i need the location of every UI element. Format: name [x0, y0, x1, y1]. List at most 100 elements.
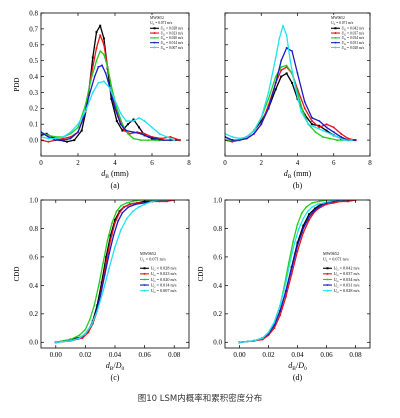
data-point [151, 126, 153, 129]
legend-entry-5: UG = 0.007 m/s [151, 288, 177, 294]
data-point [165, 135, 168, 139]
legend-marker [143, 267, 146, 270]
series-group [238, 200, 357, 344]
legend-marker [334, 27, 337, 30]
data-point [278, 37, 281, 40]
data-point [134, 203, 137, 206]
x-tick-label: 0 [223, 159, 227, 167]
data-point [87, 329, 90, 332]
legend-subtitle: UL = 0.071 m/s [140, 257, 166, 263]
data-point [115, 120, 118, 123]
legend-marker [326, 267, 329, 270]
data-point [238, 137, 241, 140]
data-point [311, 123, 313, 126]
data-point [97, 66, 100, 69]
data-point [65, 140, 68, 143]
x-tick-label: 0.04 [109, 351, 122, 359]
data-point [273, 327, 276, 330]
legend-marker [326, 284, 329, 287]
data-point [99, 24, 102, 27]
data-point [305, 205, 308, 208]
data-point [147, 136, 150, 139]
data-point [95, 46, 98, 49]
data-point [80, 129, 83, 132]
legend-entry-5: UG = 0.028 m/s [342, 46, 365, 51]
panel-label: (b) [293, 181, 303, 190]
data-point [41, 134, 42, 137]
data-point [322, 201, 325, 205]
data-point [260, 120, 263, 123]
y-axis-label: PDD [13, 77, 21, 91]
data-point [294, 87, 297, 91]
data-point [69, 339, 72, 343]
data-point [289, 59, 292, 62]
data-point [261, 336, 264, 340]
data-point [307, 122, 310, 126]
data-point [115, 210, 118, 213]
data-point [300, 211, 303, 214]
data-point [114, 221, 116, 224]
y-tick-label: 0.8 [29, 225, 38, 233]
data-point [151, 200, 153, 203]
series-line-2 [239, 200, 356, 343]
data-point [302, 231, 305, 234]
x-tick-label: 0.04 [291, 351, 304, 359]
data-point [325, 129, 328, 132]
data-point [238, 341, 241, 344]
x-tick-label: 0 [39, 159, 43, 167]
series-line-2 [41, 34, 180, 143]
legend-marker [326, 278, 329, 281]
data-point [126, 123, 129, 126]
data-point [113, 107, 117, 110]
data-point [132, 137, 135, 140]
data-point [267, 331, 270, 334]
data-point [169, 139, 172, 142]
data-point [325, 123, 328, 126]
data-point [127, 206, 130, 209]
legend-entry-3: UG = 0.020 m/s [161, 36, 184, 41]
data-point [114, 245, 116, 249]
legend-entry-1: UG = 0.042 m/s [334, 266, 360, 272]
x-tick-label: 6 [332, 159, 336, 167]
data-point [102, 261, 105, 264]
data-point [51, 135, 54, 138]
data-point [284, 281, 287, 284]
y-tick-label: 0.6 [213, 253, 222, 261]
data-point [319, 203, 322, 206]
data-point [62, 137, 65, 140]
data-point [340, 132, 342, 135]
data-point [131, 200, 134, 203]
x-axis-label: dB/D0 [288, 361, 307, 372]
legend-subtitle: UL = 0.071 m/s [323, 257, 349, 263]
data-point [109, 238, 112, 241]
data-point [89, 78, 93, 81]
data-point [54, 135, 57, 138]
data-point [102, 80, 105, 83]
x-tick-label: 4 [296, 159, 300, 167]
legend-marker [334, 46, 337, 49]
data-point [99, 49, 102, 52]
legend-marker [153, 46, 156, 49]
y-tick-label: 1.0 [213, 196, 222, 204]
data-point [96, 304, 99, 307]
data-point [128, 203, 131, 206]
data-point [112, 234, 115, 237]
panel-label: (a) [111, 181, 120, 190]
data-point [328, 200, 331, 203]
data-point [321, 129, 324, 132]
data-point [173, 138, 176, 142]
data-point [303, 101, 306, 104]
legend-entry-3: UG = 0.034 m/s [334, 277, 360, 283]
data-point [292, 240, 295, 243]
series-line-3 [41, 50, 171, 141]
data-point [54, 341, 57, 344]
y-tick-label: 0.8 [213, 225, 222, 233]
data-point [253, 129, 255, 132]
data-point [267, 91, 270, 94]
legend-marker [143, 289, 146, 292]
x-tick-label: 0.00 [50, 351, 63, 359]
x-tick-label: 0.06 [138, 351, 151, 359]
data-point [285, 33, 288, 37]
data-point [279, 304, 282, 307]
